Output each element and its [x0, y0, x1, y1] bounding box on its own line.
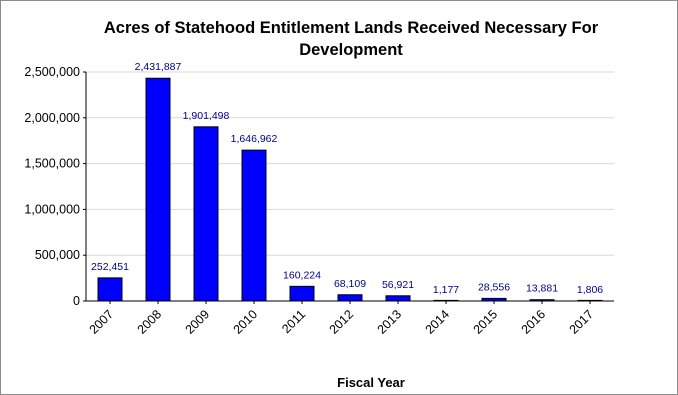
data-label-2016: 13,881 [526, 283, 558, 295]
axes [83, 71, 614, 304]
data-label-2010: 1,646,962 [231, 133, 278, 145]
data-label-2009: 1,901,498 [183, 110, 230, 122]
bar-2012 [337, 294, 363, 302]
x-tick-label-2010: 2010 [231, 307, 261, 337]
data-label-2015: 28,556 [478, 281, 510, 293]
x-tick-label-2008: 2008 [135, 307, 165, 337]
y-tick-label: 2,000,000 [24, 111, 80, 125]
gridlines [86, 71, 614, 256]
y-tick-label: 1,000,000 [24, 202, 80, 216]
bars [97, 77, 603, 302]
data-label-2013: 56,921 [382, 279, 414, 291]
x-axis-label: Fiscal Year [337, 375, 405, 390]
x-tick-labels: 2007 2008 2009 2010 2011 2012 2013 2014 2015 2016… [87, 307, 597, 337]
bar-2008 [145, 77, 171, 302]
x-tick-label-2013: 2013 [375, 307, 405, 337]
data-label-2012: 68,109 [334, 278, 366, 290]
bar-2009 [193, 126, 219, 302]
y-tick-labels: 0 500,000 1,000,000 1,500,000 2,000,000 2,500… [24, 65, 80, 308]
y-tick-label: 1,500,000 [24, 157, 80, 171]
bar-2013 [385, 295, 411, 302]
y-tick-label: 2,500,000 [24, 65, 80, 79]
x-tick-label-2012: 2012 [327, 307, 357, 337]
y-tick-label: 500,000 [35, 248, 80, 262]
data-label-2007: 252,451 [91, 261, 129, 273]
bar-2007 [97, 277, 123, 302]
data-label-2011: 160,224 [283, 269, 321, 281]
data-label-2008: 2,431,887 [135, 61, 182, 73]
y-tick-label: 0 [73, 294, 80, 308]
x-tick-label-2016: 2016 [519, 307, 549, 337]
data-label-2017: 1,806 [577, 284, 603, 296]
x-tick-label-2017: 2017 [567, 307, 597, 337]
bar-2010 [241, 149, 267, 302]
bar-2011 [289, 285, 315, 302]
x-tick-label-2007: 2007 [87, 307, 117, 337]
x-tick-label-2011: 2011 [279, 307, 308, 336]
x-tick-label-2015: 2015 [471, 307, 501, 337]
x-tick-label-2009: 2009 [183, 307, 213, 337]
x-tick-label-2014: 2014 [423, 307, 453, 337]
chart-title: Acres of Statehood Entitlement Lands Rec… [103, 19, 599, 59]
data-label-2014: 1,177 [433, 284, 459, 296]
